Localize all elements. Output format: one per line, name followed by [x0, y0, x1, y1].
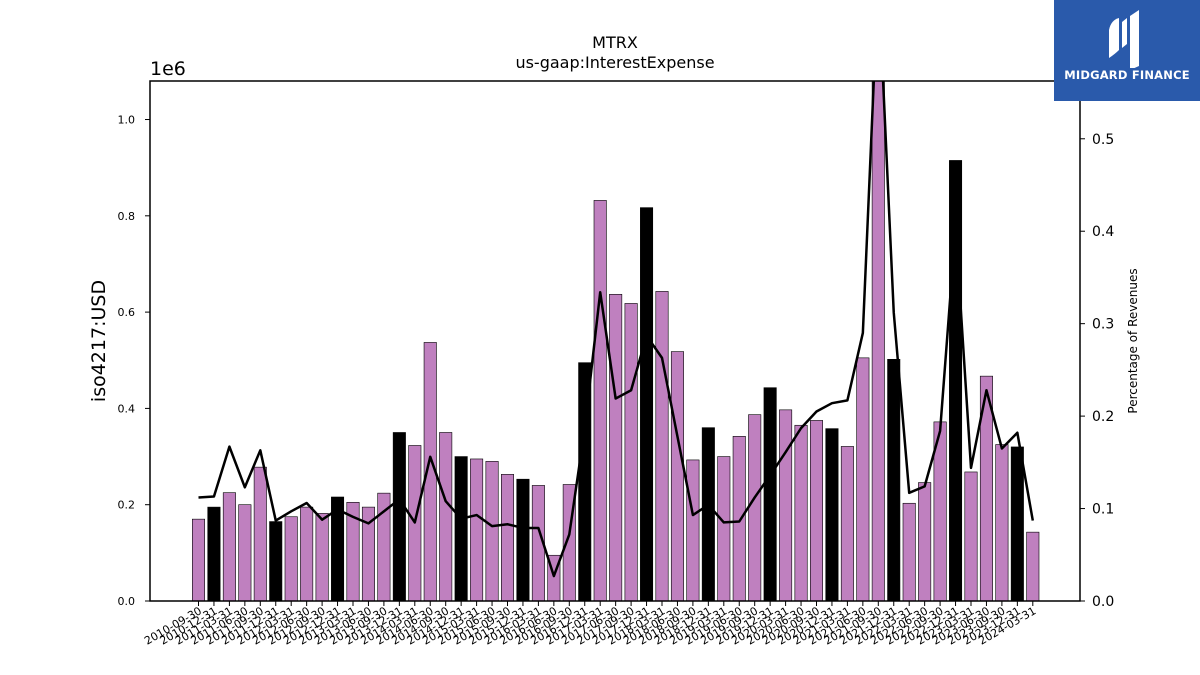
bar-2019-06-30 [732, 436, 746, 602]
bar-2010-12-31 [207, 506, 221, 602]
bar-2022-03-31 [902, 502, 916, 602]
bar-2019-09-30 [748, 414, 762, 602]
bar-2011-12-31 [269, 521, 283, 602]
percentage-of-revenue-line [198, 81, 1035, 578]
bar-2011-03-31 [222, 492, 236, 602]
bar-2023-03-31 [964, 471, 978, 602]
bar-2018-03-31 [655, 291, 669, 602]
bar-2012-09-30 [315, 513, 329, 602]
bar-2015-06-30 [485, 461, 499, 602]
bar-2019-03-31 [717, 456, 731, 602]
bar-2017-12-31 [640, 207, 654, 602]
logo-mark-icon [1109, 10, 1139, 68]
y2-tick-label: 0.0 [1092, 594, 1114, 610]
y-tick-label: 0.4 [118, 402, 136, 415]
y2-axis-ticks: 0.0 0.1 0.2 0.3 0.4 0.5 [1080, 132, 1114, 610]
bar-2020-09-30 [809, 420, 823, 602]
y2-tick-label: 0.4 [1092, 224, 1114, 240]
bar-2023-12-31 [1010, 446, 1024, 602]
bar-2018-09-30 [686, 459, 700, 602]
y2-axis-label: Percentage of Revenues [1126, 268, 1140, 413]
bar-2020-12-31 [825, 428, 839, 602]
y-tick-label: 0.0 [118, 595, 136, 608]
bar-2015-12-31 [516, 478, 530, 602]
bar-2017-09-30 [624, 303, 638, 602]
bar-2021-03-31 [840, 446, 854, 602]
bar-2021-12-31 [887, 358, 901, 602]
bar-2024-03-31 [1026, 531, 1040, 602]
bar-2011-09-30 [253, 466, 267, 602]
bar-2022-06-30 [918, 482, 932, 602]
bar-2012-03-31 [284, 516, 298, 602]
bar-2015-03-31 [470, 458, 484, 602]
y-tick-label: 0.6 [118, 306, 136, 319]
bar-2015-09-30 [500, 474, 514, 602]
x-axis-ticks: 2010-09-302010-12-312011-03-312011-06-30… [142, 601, 1038, 648]
bar-2014-12-31 [454, 456, 468, 602]
bar-2017-03-31 [593, 200, 607, 602]
y-tick-label: 1.0 [118, 114, 136, 127]
bar-2018-06-30 [670, 351, 684, 602]
bar-2012-06-30 [300, 506, 314, 602]
bar-2021-09-30 [871, 80, 885, 602]
percentage-line-group [198, 81, 1035, 578]
logo-text: MIDGARD FINANCE [1064, 68, 1190, 82]
bar-2021-06-30 [856, 357, 870, 602]
y-tick-label: 0.8 [118, 210, 136, 223]
bar-2010-09-30 [192, 518, 206, 602]
plot-frame [149, 80, 1081, 602]
y2-tick-label: 0.3 [1092, 317, 1114, 333]
y2-tick-label: 0.2 [1092, 409, 1114, 425]
y2-tick-label: 0.5 [1092, 132, 1114, 148]
y2-tick-label: 0.1 [1092, 502, 1114, 518]
bar-2017-06-30 [609, 293, 623, 602]
chart-title: MTRX [592, 33, 638, 52]
bar-2014-09-30 [439, 432, 453, 602]
bar-2023-09-30 [995, 444, 1009, 602]
bar-2020-06-30 [794, 424, 808, 602]
y-offset-label: 1e6 [150, 58, 186, 80]
chart-subtitle: us-gaap:InterestExpense [515, 53, 714, 72]
bar-2020-03-31 [779, 409, 793, 602]
bars [192, 80, 1040, 602]
y-axis-label: iso4217:USD [88, 280, 110, 402]
bar-2019-12-31 [763, 387, 777, 602]
bar-2013-12-31 [392, 432, 406, 602]
y-tick-label: 0.2 [118, 499, 136, 512]
bar-2018-12-31 [701, 427, 715, 602]
bar-2011-06-30 [238, 504, 252, 602]
midgard-finance-logo: MIDGARD FINANCE [1054, 0, 1200, 101]
y-axis-ticks: 0.0 0.2 0.4 0.6 0.8 1.0 [118, 114, 150, 608]
